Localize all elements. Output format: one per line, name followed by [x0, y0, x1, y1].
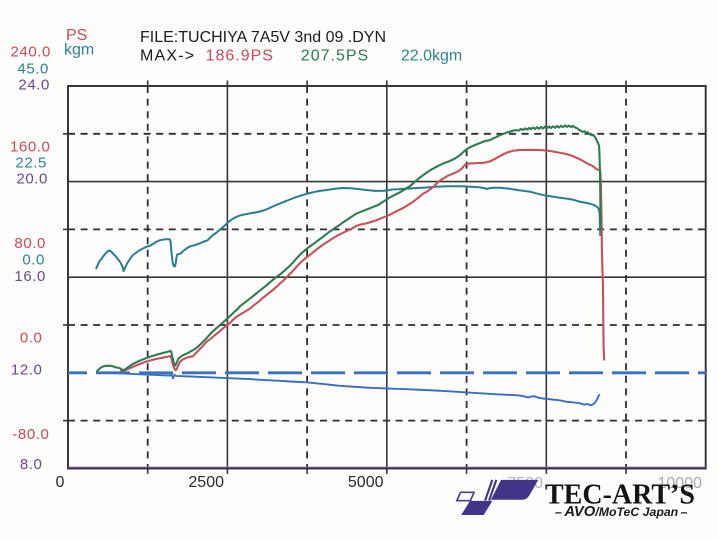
svg-text:24.0: 24.0: [18, 77, 50, 94]
svg-text:45.0: 45.0: [17, 61, 49, 78]
svg-text:8.0: 8.0: [20, 456, 43, 473]
svg-text:MAX->: MAX->: [140, 48, 195, 65]
svg-text:207.5PS: 207.5PS: [301, 48, 369, 65]
svg-text:– AVO/MoTeC Japan –: – AVO/MoTeC Japan –: [555, 504, 688, 520]
svg-text:10000: 10000: [658, 475, 703, 492]
svg-text:TEC-ART’S: TEC-ART’S: [545, 480, 695, 511]
svg-text:5000: 5000: [348, 474, 384, 491]
svg-text:22.0kgm: 22.0kgm: [401, 48, 462, 65]
svg-text:186.9PS: 186.9PS: [206, 48, 274, 65]
svg-text:kgm: kgm: [64, 42, 94, 59]
svg-text:80.0: 80.0: [14, 235, 46, 252]
svg-text:0: 0: [56, 474, 65, 491]
svg-text:240.0: 240.0: [10, 43, 51, 60]
svg-text:FILE:TUCHIYA 7A5V 3nd 09 .DYN: FILE:TUCHIYA 7A5V 3nd 09 .DYN: [140, 29, 386, 46]
svg-text:0.0: 0.0: [22, 252, 45, 269]
svg-text:12.0: 12.0: [11, 361, 43, 378]
svg-text:20.0: 20.0: [16, 171, 48, 188]
svg-text:PS: PS: [66, 27, 87, 44]
svg-text:2500: 2500: [188, 474, 224, 491]
svg-text:16.0: 16.0: [14, 268, 46, 285]
svg-text:22.5: 22.5: [15, 155, 47, 172]
svg-text:-80.0: -80.0: [12, 426, 49, 443]
svg-text:0.0: 0.0: [20, 329, 43, 346]
svg-text:160.0: 160.0: [10, 139, 51, 156]
